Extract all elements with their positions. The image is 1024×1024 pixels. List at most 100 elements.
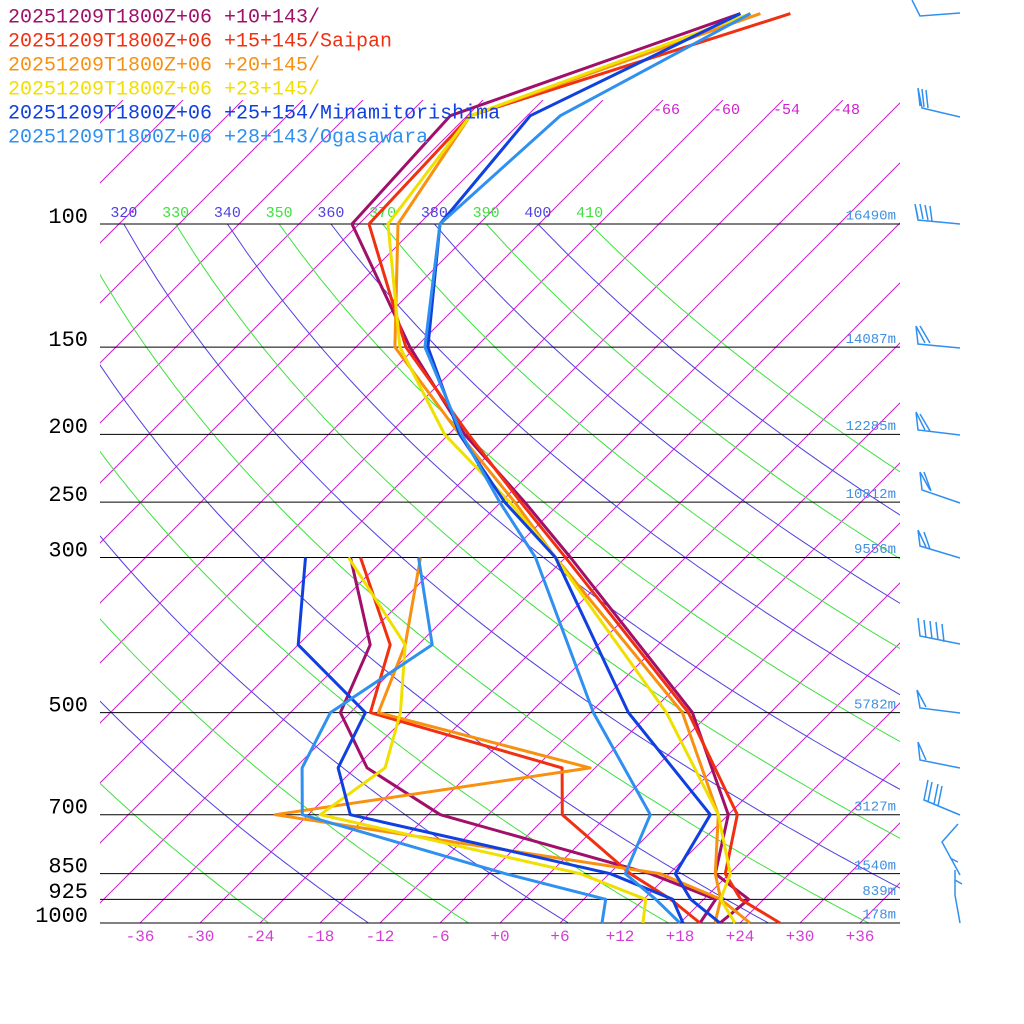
isotherm bbox=[100, 100, 724, 724]
x-tick-label: +30 bbox=[786, 928, 815, 946]
isotherm-label: -66 bbox=[653, 102, 680, 119]
isotherm bbox=[100, 100, 844, 844]
dewpoint-line bbox=[296, 557, 685, 924]
isotherm-label: -48 bbox=[833, 102, 860, 119]
wind-barb bbox=[917, 617, 961, 645]
wind-barb bbox=[954, 870, 963, 924]
isotherm bbox=[100, 100, 244, 244]
x-tick-label: -24 bbox=[246, 928, 275, 946]
adiabat-label: 330 bbox=[162, 205, 189, 222]
wind-barb bbox=[917, 741, 961, 769]
pressure-label: 200 bbox=[48, 415, 88, 440]
isotherm-label: -54 bbox=[773, 102, 800, 119]
isotherm bbox=[139, 162, 900, 923]
adiabat-label: 350 bbox=[266, 205, 293, 222]
adiabat-label: 410 bbox=[576, 205, 603, 222]
legend-entry: 20251209T1800Z+06 +23+145/ bbox=[8, 78, 320, 101]
wind-barb bbox=[917, 87, 961, 118]
adiabat-label: 320 bbox=[110, 205, 137, 222]
x-tick-label: +18 bbox=[666, 928, 695, 946]
height-label: 178m bbox=[862, 908, 896, 924]
adiabat-label: 380 bbox=[421, 205, 448, 222]
isotherm bbox=[100, 100, 664, 664]
adiabat-label: 390 bbox=[473, 205, 500, 222]
wind-barb bbox=[923, 779, 961, 816]
x-tick-label: +0 bbox=[490, 928, 509, 946]
temperature-line bbox=[423, 12, 752, 925]
isotherm-label: -60 bbox=[713, 102, 740, 119]
pressure-label: 850 bbox=[48, 854, 88, 879]
isotherm bbox=[100, 102, 900, 904]
legend-entry: 20251209T1800Z+06 +25+154/Minamitorishim… bbox=[8, 102, 500, 125]
height-label: 9556m bbox=[854, 542, 896, 558]
temperature-line bbox=[426, 12, 742, 925]
isotherm bbox=[739, 762, 900, 923]
dewpoint-line bbox=[338, 557, 718, 924]
x-tick-label: -30 bbox=[186, 928, 215, 946]
legend: 20251209T1800Z+06 +10+143/20251209T1800Z… bbox=[8, 6, 500, 149]
legend-entry: 20251209T1800Z+06 +28+143/Ogasawara bbox=[8, 126, 428, 149]
isotherm bbox=[619, 642, 900, 923]
isotherm bbox=[679, 702, 900, 923]
isotherm bbox=[100, 100, 364, 364]
isotherm bbox=[100, 100, 544, 544]
height-label: 14087m bbox=[846, 332, 896, 348]
isotherm bbox=[559, 582, 900, 923]
isotherm bbox=[199, 222, 900, 923]
isotherms bbox=[100, 100, 900, 923]
wind-barb bbox=[919, 471, 961, 504]
x-tick-label: -12 bbox=[366, 928, 395, 946]
isotherm bbox=[379, 402, 900, 923]
dewpoint-line bbox=[318, 556, 648, 924]
wind-barb bbox=[917, 529, 961, 559]
pressure-label: 100 bbox=[48, 205, 88, 230]
isotherm bbox=[100, 100, 484, 484]
wind-barb bbox=[916, 689, 961, 714]
x-tick-label: -18 bbox=[306, 928, 335, 946]
pressure-label: 500 bbox=[48, 693, 88, 718]
x-tick-label: +6 bbox=[550, 928, 569, 946]
wind-barb bbox=[914, 203, 961, 225]
height-label: 5782m bbox=[854, 697, 896, 713]
height-label: 1540m bbox=[854, 858, 896, 874]
legend-entry: 20251209T1800Z+06 +10+143/ bbox=[8, 6, 320, 29]
x-tick-label: +24 bbox=[726, 928, 755, 946]
height-label: 3127m bbox=[854, 799, 896, 815]
temperature-line bbox=[393, 12, 761, 925]
x-tick-label: +36 bbox=[846, 928, 875, 946]
isotherm bbox=[100, 100, 424, 424]
height-label: 12285m bbox=[846, 419, 896, 435]
pressure-label: 250 bbox=[48, 483, 88, 508]
x-tick-label: -6 bbox=[430, 928, 449, 946]
height-label: 10812m bbox=[846, 487, 896, 503]
wind-barbs bbox=[911, 0, 963, 924]
adiabat-label: 360 bbox=[317, 205, 344, 222]
profiles bbox=[273, 12, 791, 925]
x-tick-label: +12 bbox=[606, 928, 635, 946]
legend-entry: 20251209T1800Z+06 +20+145/ bbox=[8, 54, 320, 77]
wind-barb bbox=[941, 823, 961, 876]
pressure-label: 1000 bbox=[35, 904, 88, 929]
adiabat-label: 400 bbox=[524, 205, 551, 222]
height-label: 839m bbox=[862, 884, 896, 900]
isotherm bbox=[100, 100, 304, 304]
isotherm bbox=[439, 462, 900, 923]
temperature-line bbox=[386, 12, 751, 924]
isotherm bbox=[100, 100, 784, 784]
adiabat-label: 340 bbox=[214, 205, 241, 222]
isotherm bbox=[499, 522, 900, 923]
wind-barb bbox=[915, 325, 961, 349]
dewpoint-line bbox=[273, 557, 723, 924]
isotherm bbox=[319, 342, 900, 923]
pressure-label: 700 bbox=[48, 796, 88, 821]
isotherm bbox=[100, 100, 604, 604]
height-label: 16490m bbox=[846, 209, 896, 225]
pressure-label: 925 bbox=[48, 880, 88, 905]
pressure-label: 300 bbox=[48, 538, 88, 563]
pressure-label: 150 bbox=[48, 328, 88, 353]
legend-entry: 20251209T1800Z+06 +15+145/Saipan bbox=[8, 30, 392, 53]
dewpoint-line bbox=[300, 557, 608, 924]
x-tick-label: -36 bbox=[126, 928, 155, 946]
